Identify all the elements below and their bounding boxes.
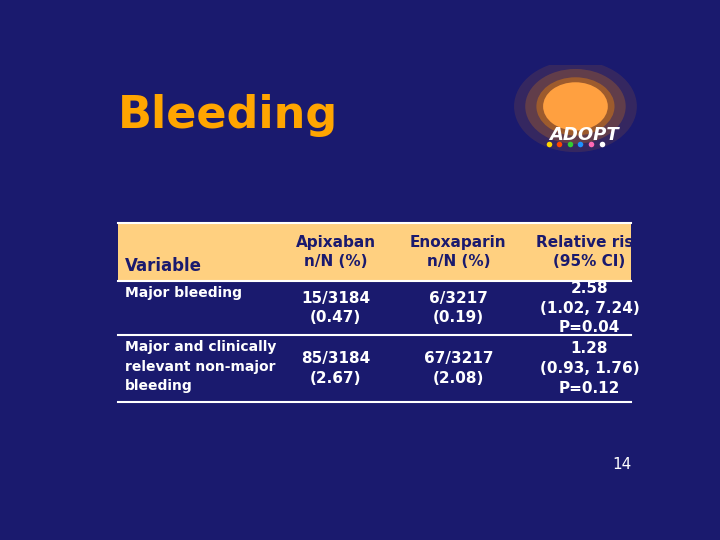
Text: Bleeding: Bleeding <box>118 94 338 137</box>
Circle shape <box>514 60 637 152</box>
Text: 1.28
(0.93, 1.76)
P=0.12: 1.28 (0.93, 1.76) P=0.12 <box>539 341 639 396</box>
Text: ADOPT: ADOPT <box>549 126 618 144</box>
Text: 15/3184
(0.47): 15/3184 (0.47) <box>301 291 370 326</box>
Text: Major bleeding: Major bleeding <box>125 286 242 300</box>
Circle shape <box>543 82 608 131</box>
Text: 2.58
(1.02, 7.24)
P=0.04: 2.58 (1.02, 7.24) P=0.04 <box>539 281 639 335</box>
Circle shape <box>526 69 626 144</box>
Circle shape <box>536 77 615 136</box>
Text: 67/3217
(2.08): 67/3217 (2.08) <box>423 351 493 386</box>
Text: Enoxaparin
n/N (%): Enoxaparin n/N (%) <box>410 235 507 269</box>
Text: Apixaban
n/N (%): Apixaban n/N (%) <box>295 235 376 269</box>
Text: 85/3184
(2.67): 85/3184 (2.67) <box>301 351 370 386</box>
Text: Relative risk
(95% CI): Relative risk (95% CI) <box>536 235 643 269</box>
FancyBboxPatch shape <box>118 223 631 281</box>
Text: 6/3217
(0.19): 6/3217 (0.19) <box>429 291 487 326</box>
Text: Variable: Variable <box>125 257 202 275</box>
Text: 14: 14 <box>612 457 631 472</box>
Text: Major and clinically
relevant non-major
bleeding: Major and clinically relevant non-major … <box>125 340 276 393</box>
